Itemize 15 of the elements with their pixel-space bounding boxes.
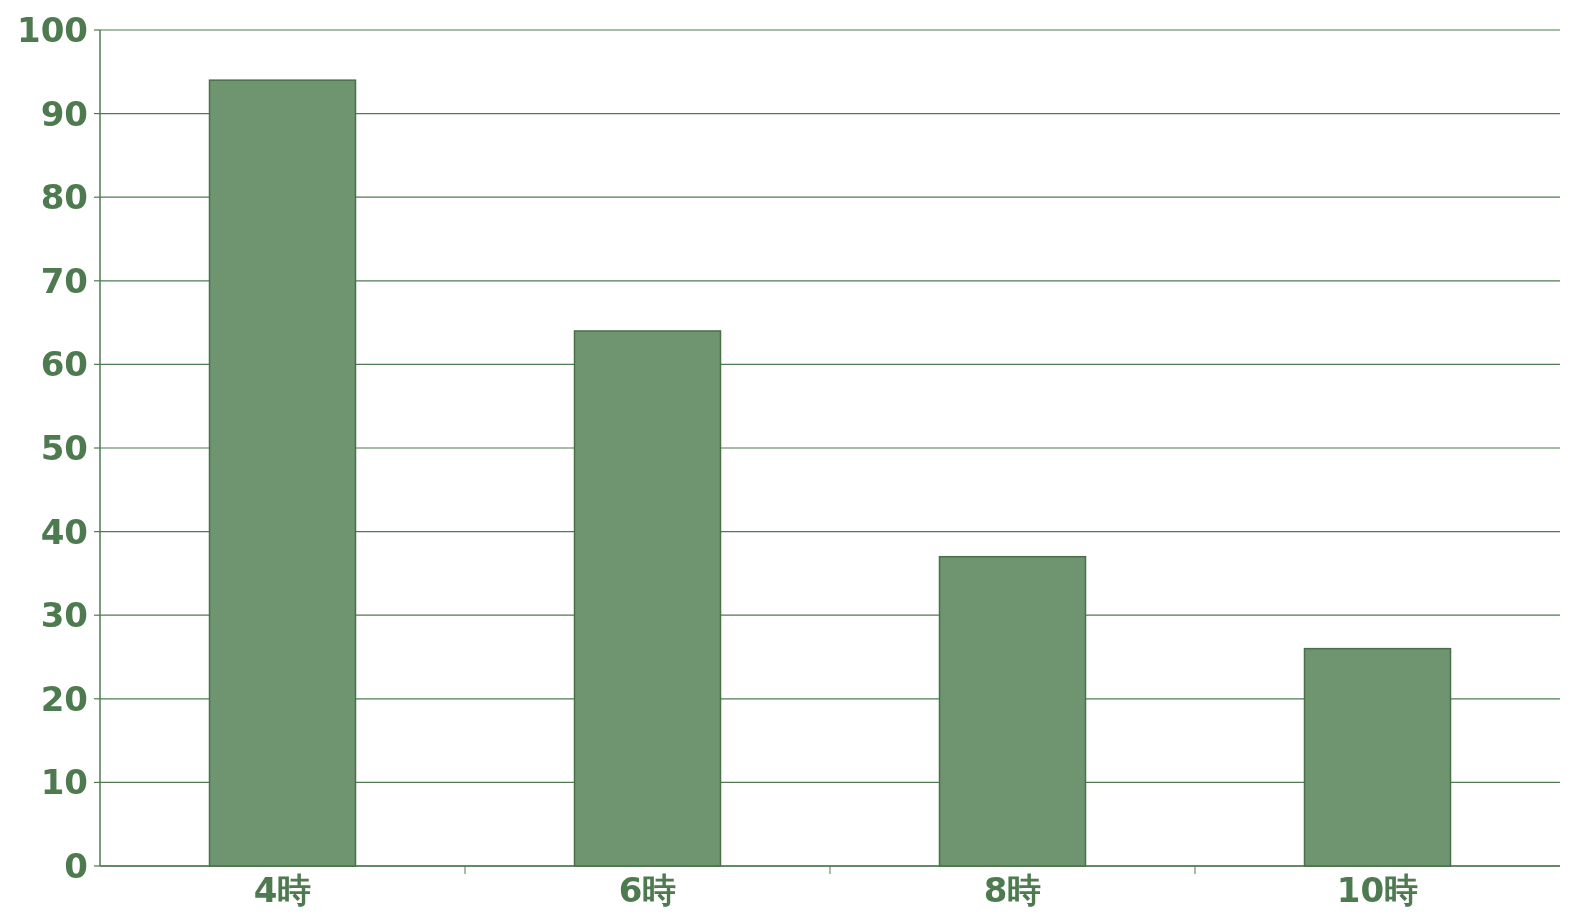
y-tick-label: 60	[40, 344, 88, 385]
y-tick-label: 40	[40, 511, 88, 552]
y-tick-label: 90	[40, 93, 88, 134]
y-tick-label: 10	[40, 762, 88, 803]
y-tick-label: 20	[40, 678, 88, 719]
x-tick-label: 10時	[1336, 870, 1419, 910]
y-tick-label: 50	[40, 428, 88, 468]
y-tick-label: 0	[64, 846, 88, 886]
y-tick-label: 80	[40, 177, 88, 218]
x-tick-label: 8時	[983, 870, 1042, 910]
x-tick-label: 4時	[253, 870, 312, 910]
y-tick-label: 30	[40, 595, 88, 636]
x-tick-label: 6時	[618, 870, 677, 910]
y-tick-label: 100	[17, 10, 88, 50]
y-tick-label: 70	[40, 260, 88, 301]
